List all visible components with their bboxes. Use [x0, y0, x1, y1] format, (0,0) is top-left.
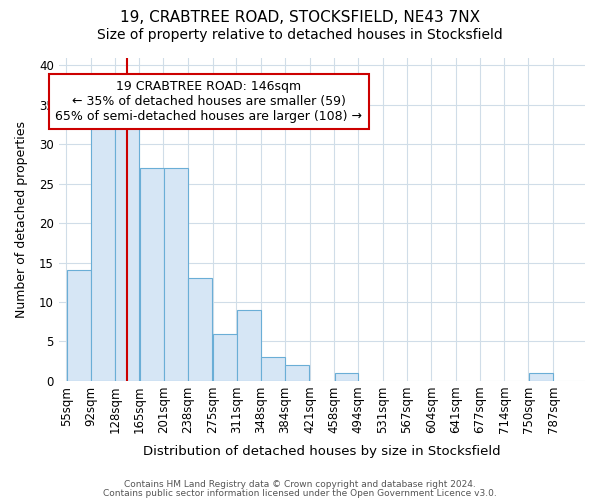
Text: Contains HM Land Registry data © Crown copyright and database right 2024.: Contains HM Land Registry data © Crown c… — [124, 480, 476, 489]
Text: Contains public sector information licensed under the Open Government Licence v3: Contains public sector information licen… — [103, 488, 497, 498]
Bar — [164, 168, 188, 381]
Text: Size of property relative to detached houses in Stocksfield: Size of property relative to detached ho… — [97, 28, 503, 42]
Text: 19 CRABTREE ROAD: 146sqm
← 35% of detached houses are smaller (59)
65% of semi-d: 19 CRABTREE ROAD: 146sqm ← 35% of detach… — [55, 80, 362, 123]
X-axis label: Distribution of detached houses by size in Stocksfield: Distribution of detached houses by size … — [143, 444, 501, 458]
Bar — [237, 310, 261, 381]
Bar — [188, 278, 212, 381]
Bar — [213, 334, 237, 381]
Bar — [262, 357, 286, 381]
Bar — [91, 120, 115, 381]
Bar — [140, 168, 164, 381]
Bar — [335, 373, 358, 381]
Bar — [115, 128, 139, 381]
Text: 19, CRABTREE ROAD, STOCKSFIELD, NE43 7NX: 19, CRABTREE ROAD, STOCKSFIELD, NE43 7NX — [120, 10, 480, 25]
Bar — [286, 365, 309, 381]
Y-axis label: Number of detached properties: Number of detached properties — [15, 120, 28, 318]
Bar — [529, 373, 553, 381]
Bar — [67, 270, 91, 381]
